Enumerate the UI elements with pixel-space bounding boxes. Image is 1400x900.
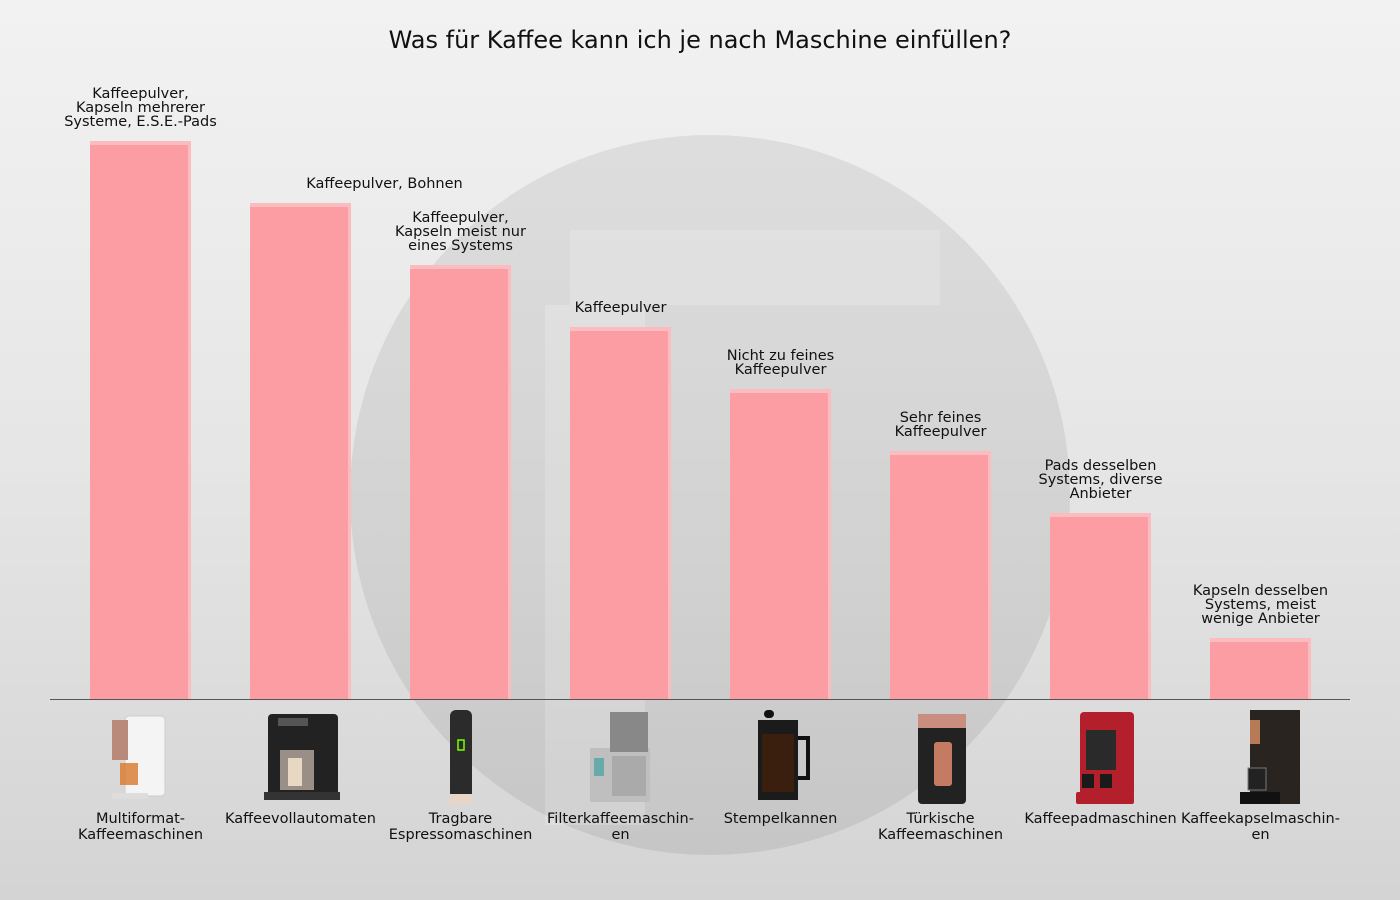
category-label: Multiformat- Kaffeemaschinen <box>77 811 204 843</box>
fully-automatic-coffee-machine-icon <box>250 708 350 808</box>
bar <box>410 265 511 700</box>
bar <box>730 389 831 700</box>
category-label: Kaffeekapselmaschin-en <box>1181 811 1340 843</box>
portable-espresso-maker-icon <box>410 708 510 808</box>
bar <box>890 451 991 700</box>
bar-annotation: Kaffeepulver, Bohnen <box>306 176 463 192</box>
bar-annotation: Kaffeepulver, Kapseln mehrerer Systeme, E.… <box>64 86 217 130</box>
turkish-coffee-machine-icon <box>890 708 990 808</box>
chart-title: Was für Kaffee kann ich je nach Maschine… <box>388 26 1012 54</box>
multiformat-coffee-machine-icon <box>90 708 190 808</box>
bar-annotation: Kapseln desselben Systems, meist wenige An… <box>1192 583 1329 627</box>
category-label: Filterkaffeemaschin-en <box>547 811 694 843</box>
french-press-icon <box>730 708 830 808</box>
x-axis-line <box>50 699 1350 700</box>
bar-annotation: Kaffeepulver <box>574 300 667 316</box>
bar-annotation: Pads desselben Systems, diverse Anbieter <box>1038 458 1163 502</box>
category-label: Kaffeevollautomaten <box>225 811 376 827</box>
category-label: Türkische Kaffeemaschinen <box>877 811 1004 843</box>
category-label: Stempelkannen <box>723 811 838 827</box>
bar <box>1210 638 1311 700</box>
bar <box>250 203 351 700</box>
bar-annotation: Nicht zu feines Kaffeepulver <box>726 348 835 378</box>
bar-annotation: Sehr feines Kaffeepulver <box>894 410 987 440</box>
filter-coffee-machine-icon <box>570 708 670 808</box>
category-label: Kaffeepadmaschinen <box>1024 811 1177 827</box>
bar <box>570 327 671 700</box>
capsule-coffee-machine-icon <box>1210 708 1310 808</box>
bar-annotation: Kaffeepulver, Kapseln meist nur eines Syst… <box>395 210 526 254</box>
bar <box>90 141 191 700</box>
bar <box>1050 513 1151 700</box>
category-label: Tragbare Espressomaschinen <box>388 811 533 843</box>
pad-coffee-machine-icon <box>1050 708 1150 808</box>
